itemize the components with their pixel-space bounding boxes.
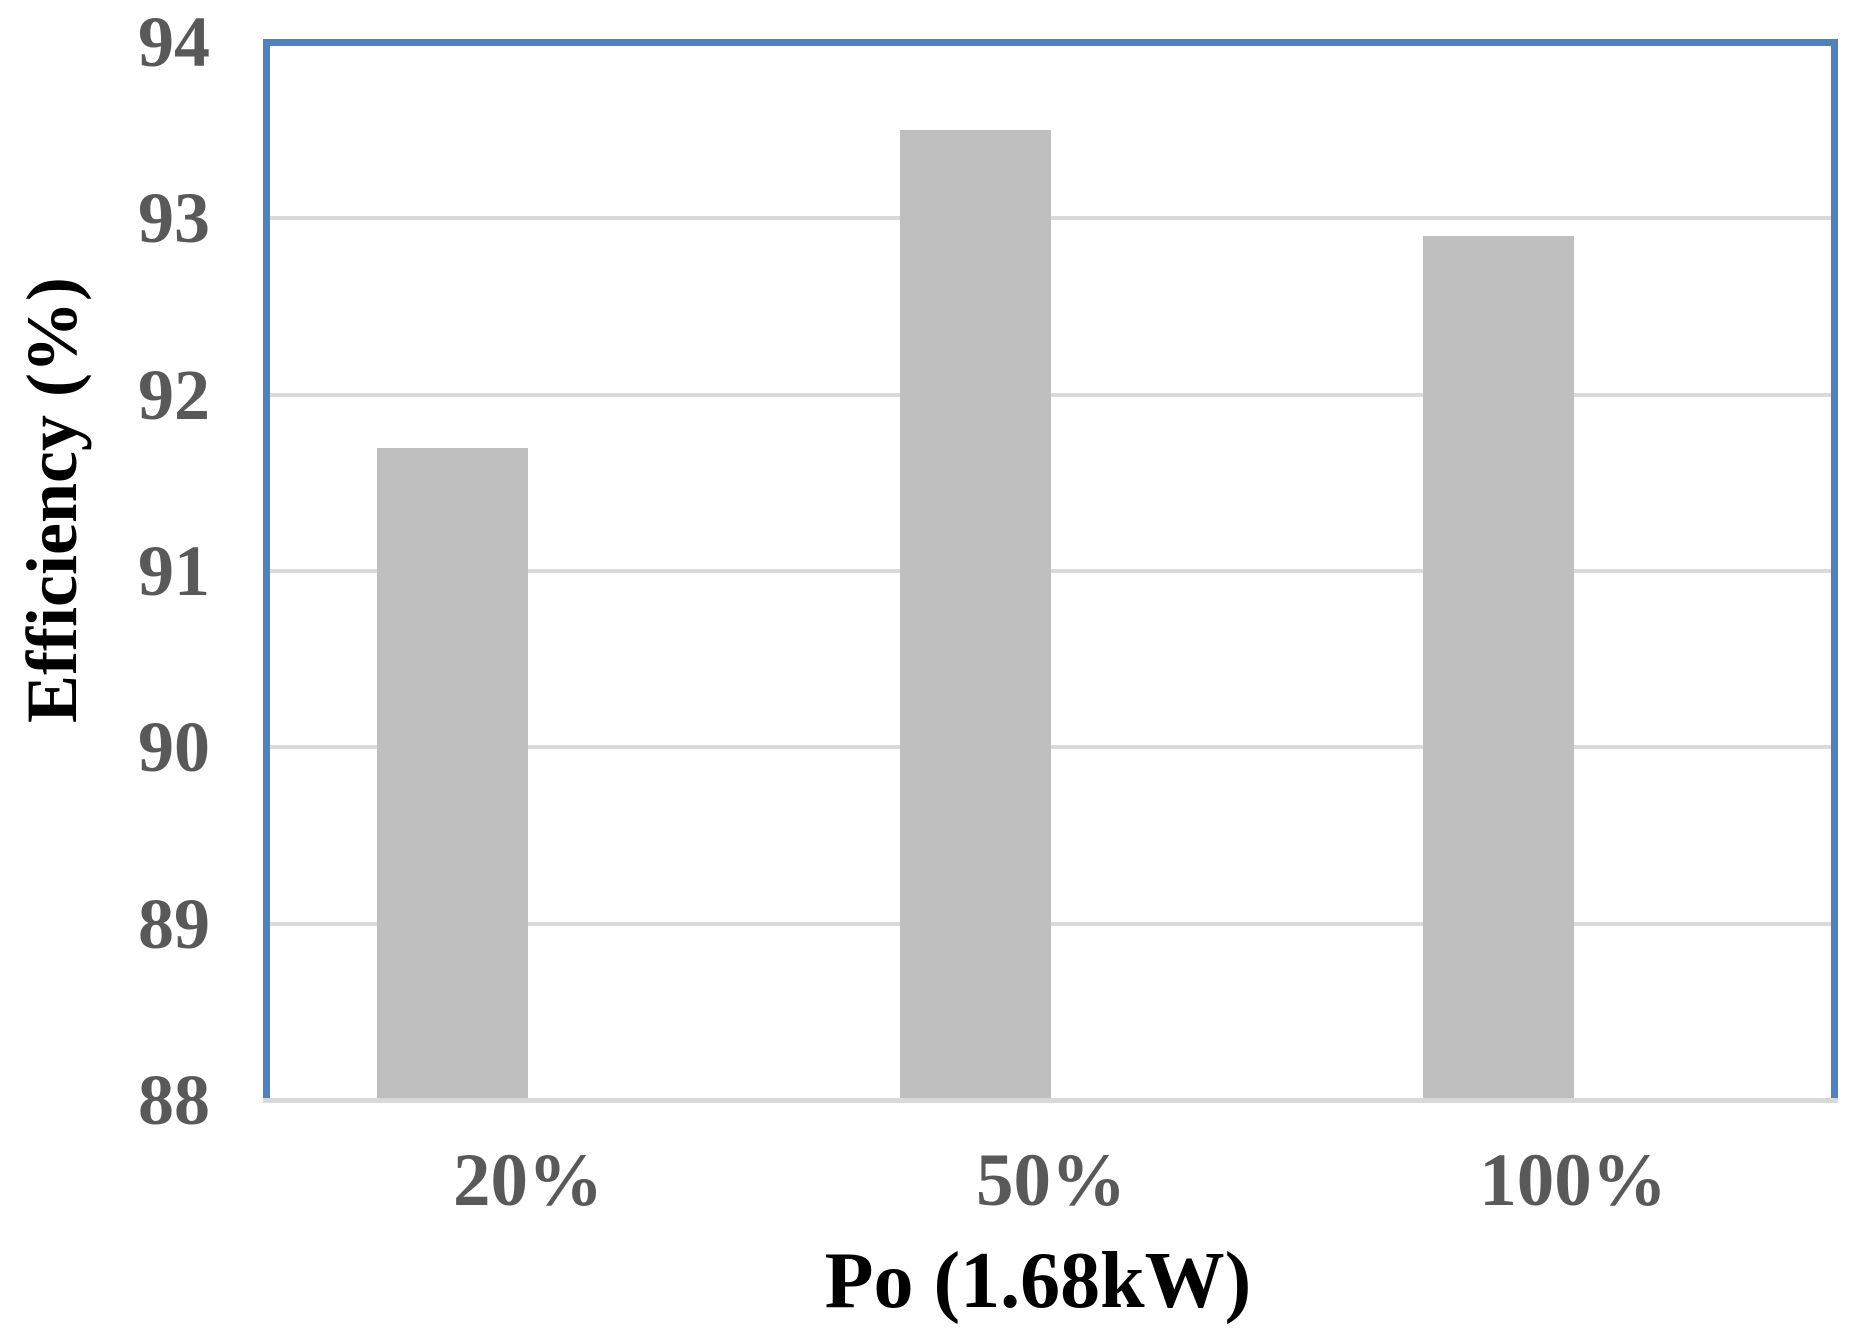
y-tick-label-91: 91 [138, 530, 210, 611]
bar-20% [377, 448, 528, 1100]
y-tick-label-90: 90 [138, 706, 210, 787]
y-tick-label-88: 88 [138, 1059, 210, 1140]
bar-50% [900, 130, 1051, 1100]
y-tick-label-94: 94 [138, 1, 210, 82]
y-tick-label-89: 89 [138, 883, 210, 964]
plot-area-border [263, 39, 1838, 1100]
x-axis-title: Po (1.68kW) [824, 1236, 1252, 1325]
bar-100% [1423, 236, 1574, 1100]
y-tick-label-93: 93 [138, 177, 210, 258]
x-category-label-50%: 50% [976, 1139, 1126, 1222]
y-tick-label-92: 92 [138, 354, 210, 435]
x-category-label-100%: 100% [1479, 1139, 1667, 1222]
x-axis-line [263, 1098, 1838, 1103]
x-category-label-20%: 20% [453, 1139, 603, 1222]
